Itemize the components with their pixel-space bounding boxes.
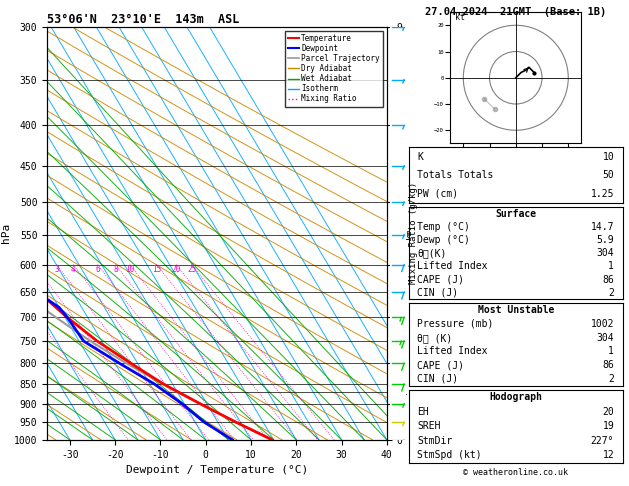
Text: 14.7: 14.7 [591, 222, 614, 232]
Text: 15: 15 [152, 264, 161, 274]
Text: Lifted Index: Lifted Index [418, 347, 488, 356]
Text: Hodograph: Hodograph [489, 392, 542, 402]
Text: 8: 8 [113, 264, 118, 274]
Text: CIN (J): CIN (J) [418, 288, 459, 298]
Text: 10: 10 [125, 264, 135, 274]
Text: Most Unstable: Most Unstable [477, 305, 554, 315]
Text: SREH: SREH [418, 421, 441, 431]
Text: 1: 1 [608, 261, 614, 271]
Text: 12: 12 [603, 451, 614, 460]
Text: 50: 50 [603, 170, 614, 180]
Text: StmSpd (kt): StmSpd (kt) [418, 451, 482, 460]
Text: Totals Totals: Totals Totals [418, 170, 494, 180]
Text: 227°: 227° [591, 436, 614, 446]
Text: 19: 19 [603, 421, 614, 431]
Text: EH: EH [418, 407, 429, 417]
Text: Pressure (mb): Pressure (mb) [418, 319, 494, 329]
Text: K: K [418, 152, 423, 161]
Text: Lifted Index: Lifted Index [418, 261, 488, 271]
Text: 2: 2 [608, 374, 614, 384]
Text: StmDir: StmDir [418, 436, 453, 446]
Text: 25: 25 [187, 264, 196, 274]
Text: 20: 20 [172, 264, 181, 274]
Text: kt: kt [455, 13, 465, 22]
Text: 4: 4 [71, 264, 75, 274]
Text: CAPE (J): CAPE (J) [418, 360, 464, 370]
Text: 1: 1 [608, 347, 614, 356]
Text: Mixing Ratio (g/kg): Mixing Ratio (g/kg) [409, 182, 418, 284]
Text: 3: 3 [54, 264, 59, 274]
Y-axis label: hPa: hPa [1, 223, 11, 243]
Text: θᴄ (K): θᴄ (K) [418, 333, 453, 343]
Legend: Temperature, Dewpoint, Parcel Trajectory, Dry Adiabat, Wet Adiabat, Isotherm, Mi: Temperature, Dewpoint, Parcel Trajectory… [284, 31, 383, 106]
Text: 1.25: 1.25 [591, 189, 614, 199]
Text: 304: 304 [596, 248, 614, 258]
Text: LCL: LCL [391, 387, 407, 397]
Text: 2: 2 [608, 288, 614, 298]
Text: 6: 6 [95, 264, 100, 274]
X-axis label: Dewpoint / Temperature (°C): Dewpoint / Temperature (°C) [126, 465, 308, 475]
Text: CIN (J): CIN (J) [418, 374, 459, 384]
Text: 1002: 1002 [591, 319, 614, 329]
Text: © weatheronline.co.uk: © weatheronline.co.uk [464, 468, 568, 477]
Text: Temp (°C): Temp (°C) [418, 222, 470, 232]
Text: CAPE (J): CAPE (J) [418, 275, 464, 285]
Text: Dewp (°C): Dewp (°C) [418, 235, 470, 245]
Text: 304: 304 [596, 333, 614, 343]
Text: 27.04.2024  21GMT  (Base: 1B): 27.04.2024 21GMT (Base: 1B) [425, 7, 606, 17]
Text: θᴄ(K): θᴄ(K) [418, 248, 447, 258]
Text: 10: 10 [603, 152, 614, 161]
Text: Surface: Surface [495, 208, 537, 219]
Text: 20: 20 [603, 407, 614, 417]
Text: 86: 86 [603, 275, 614, 285]
Text: 53°06'N  23°10'E  143m  ASL: 53°06'N 23°10'E 143m ASL [47, 13, 240, 26]
Text: 5.9: 5.9 [596, 235, 614, 245]
Text: PW (cm): PW (cm) [418, 189, 459, 199]
Y-axis label: km
ASL: km ASL [405, 225, 427, 242]
Text: 86: 86 [603, 360, 614, 370]
